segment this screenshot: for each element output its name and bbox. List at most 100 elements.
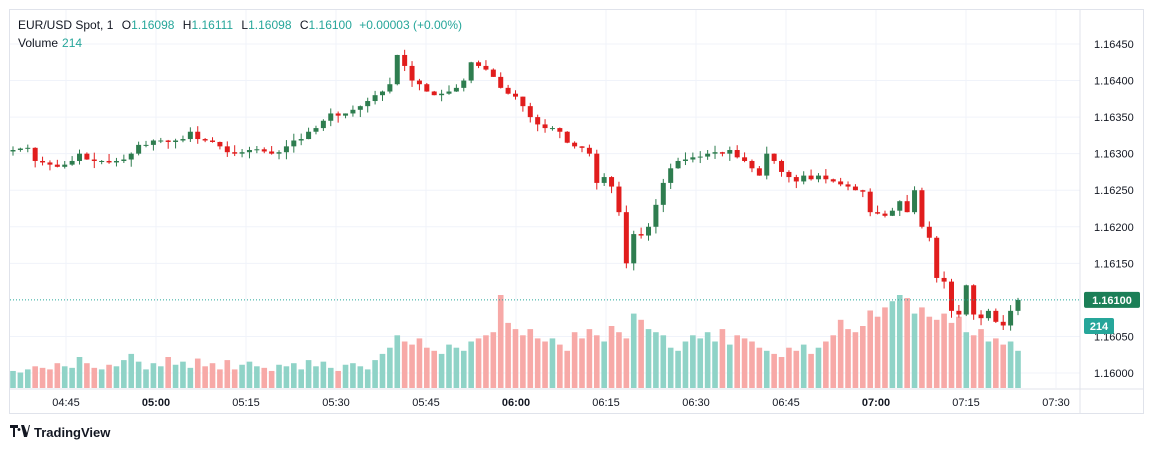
volume-bar (224, 360, 231, 388)
volume-bar (956, 316, 962, 388)
volume-bar (350, 363, 356, 388)
volume-bar (534, 338, 541, 388)
candle-body (239, 152, 245, 154)
y-tick-label: 1.16200 (1094, 222, 1134, 234)
volume-bar (800, 344, 807, 388)
candle-body (513, 93, 518, 97)
candle-body (867, 191, 873, 213)
volume-bar (660, 335, 667, 388)
volume-bar (172, 364, 179, 388)
candle-body (431, 91, 437, 96)
volume-bar (187, 367, 194, 388)
volume-bar (690, 335, 696, 388)
candle-body (697, 156, 703, 158)
volume-bar (379, 353, 386, 388)
candle-body (335, 113, 341, 116)
candle-body (10, 150, 16, 152)
candle-body (62, 164, 68, 167)
volume-label[interactable]: Volume (18, 36, 59, 50)
candle-body (439, 93, 445, 96)
candle-body (586, 147, 592, 154)
candle-body (749, 160, 755, 169)
candle-body (764, 153, 770, 176)
volume-bar (860, 326, 866, 388)
candle-body (379, 91, 385, 96)
volume-bar (69, 367, 75, 388)
volume-bar (941, 313, 947, 388)
volume-bar (305, 360, 312, 388)
y-tick-label: 1.16400 (1094, 76, 1134, 88)
volume-bar (194, 358, 201, 388)
tradingview-logo[interactable]: TradingView (10, 425, 110, 440)
candle-body (40, 160, 46, 163)
volume-bar (202, 366, 208, 388)
candle-body (542, 124, 548, 129)
candle-body (926, 226, 932, 238)
volume-bar (889, 301, 896, 388)
candle-body (195, 131, 201, 140)
candle-body (409, 65, 415, 81)
volume-bar (106, 364, 112, 388)
volume-bar (10, 370, 16, 388)
volume-bar (32, 366, 38, 388)
candle-body (306, 131, 312, 140)
symbol-label[interactable]: EUR/USD Spot, 1 (18, 18, 114, 32)
volume-bar (734, 335, 740, 388)
candle-body (136, 144, 142, 154)
volume-bar (512, 329, 519, 388)
candle-body (675, 160, 681, 169)
candle-body (808, 175, 814, 180)
candle-body (424, 84, 430, 92)
candle-body (84, 153, 90, 160)
candle-body (779, 160, 785, 172)
volume-bar (121, 360, 127, 388)
volume-bar (763, 350, 770, 388)
volume-bar (675, 350, 681, 388)
volume-bar (527, 329, 534, 388)
candle-body (564, 131, 570, 143)
candle-body (283, 146, 289, 153)
x-tick-label: 06:00 (502, 397, 530, 409)
candle-body (882, 213, 888, 216)
candle-body (527, 106, 533, 118)
y-tick-label: 1.16050 (1094, 331, 1134, 343)
chart-frame[interactable] (9, 9, 1144, 414)
volume-bar (549, 338, 556, 388)
volume-bar (460, 350, 467, 388)
high-value: 1.16111 (191, 18, 234, 32)
candle-body (948, 281, 954, 311)
candle-body (77, 153, 83, 161)
candle-body (934, 237, 940, 278)
volume-bar (749, 341, 755, 388)
open-value: 1.16098 (131, 18, 175, 32)
candle-body (727, 150, 733, 154)
volume-bar (313, 366, 319, 388)
volume-bar (497, 295, 504, 388)
x-tick-label: 05:15 (232, 397, 260, 409)
candle-body (261, 149, 267, 152)
volume-bar (239, 364, 245, 388)
candle-body (313, 128, 319, 132)
x-tick-label: 04:45 (52, 397, 80, 409)
x-tick-label: 05:30 (322, 397, 350, 409)
candle-body (734, 150, 740, 158)
volume-bar (608, 326, 615, 388)
volume-bar (815, 347, 822, 388)
y-tick-label: 1.16450 (1094, 39, 1134, 51)
candle-body (801, 175, 807, 182)
volume-bar (401, 341, 408, 388)
volume-bar (17, 372, 24, 388)
candle-body (54, 164, 60, 167)
candle-body (246, 150, 252, 153)
volume-bar (357, 366, 364, 388)
volume-bar (1007, 341, 1014, 388)
volume-bar (970, 335, 977, 388)
candle-body (143, 144, 149, 146)
volume-bar (61, 366, 68, 388)
candle-body (904, 201, 910, 213)
candle-body (771, 153, 777, 161)
volume-bar (24, 369, 31, 388)
candle-body (298, 139, 304, 141)
volume-bar (283, 366, 290, 388)
